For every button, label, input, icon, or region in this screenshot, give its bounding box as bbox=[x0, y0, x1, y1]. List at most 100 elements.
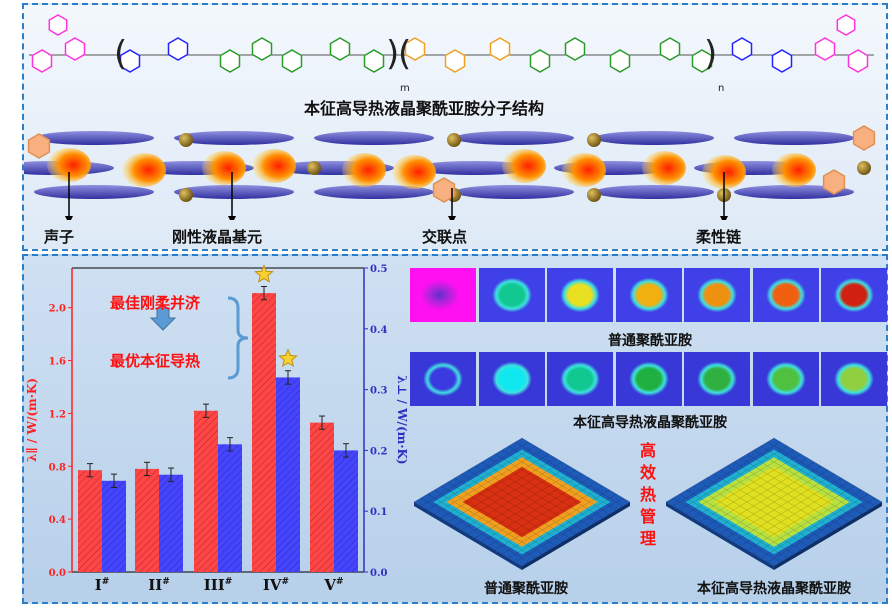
row2-caption: 本征高导热液晶聚酰亚胺 bbox=[573, 415, 727, 431]
mesh-gridline bbox=[740, 457, 849, 523]
crosslink-hexagon bbox=[27, 133, 51, 159]
mesh-gridline bbox=[746, 453, 856, 519]
mesh-edge bbox=[414, 502, 522, 570]
right-tick-label: 0.4 bbox=[370, 325, 387, 336]
left-tick-label: 0.4 bbox=[49, 515, 66, 526]
mesh-gridline bbox=[699, 457, 808, 523]
benzene-ring-icon bbox=[363, 49, 385, 73]
thermal-images-row-standard bbox=[410, 268, 890, 324]
mesh-gridline bbox=[488, 481, 597, 547]
crosslink-hexagon bbox=[852, 125, 876, 151]
benzene-ring-icon bbox=[329, 37, 351, 61]
phonon-fireball bbox=[642, 151, 686, 185]
bar-hatch bbox=[276, 377, 300, 572]
mesh-gridline bbox=[481, 477, 590, 543]
label-crosslink: 交联点 bbox=[422, 228, 468, 246]
rigid-mesogen bbox=[734, 131, 854, 145]
thermal-image bbox=[821, 352, 887, 406]
bar-hatch bbox=[135, 468, 159, 572]
mesh-gridline bbox=[447, 481, 556, 547]
thermal-image bbox=[684, 268, 750, 322]
annotation-line1: 最佳刚柔并济 bbox=[110, 294, 201, 312]
benzene-ring-icon bbox=[404, 37, 426, 61]
repeat-bracket: ( bbox=[114, 34, 127, 74]
crosslink-point bbox=[179, 188, 193, 202]
mesh-gridline bbox=[672, 441, 781, 507]
right-sim-caption: 本征高导热液晶聚酰亚胺 bbox=[697, 581, 851, 597]
phonon-fireball bbox=[252, 149, 296, 183]
right-tick-label: 0.1 bbox=[370, 507, 387, 518]
crosslink-point bbox=[587, 133, 601, 147]
mesh-gridline bbox=[726, 465, 835, 531]
mesh-gridline bbox=[427, 445, 536, 511]
mesh-gridline bbox=[706, 461, 815, 527]
mesh-gridline bbox=[767, 441, 876, 507]
mesh-gridline bbox=[454, 477, 563, 543]
mesh-gridline bbox=[773, 437, 883, 503]
phonon-fireball bbox=[122, 153, 166, 187]
mesh-gridline bbox=[440, 485, 550, 551]
mesh-gridline bbox=[474, 465, 583, 531]
phonon-fireball bbox=[502, 149, 546, 183]
thermal-image bbox=[547, 352, 613, 406]
mesh-gridline bbox=[494, 453, 604, 519]
left-tick-label: 0.0 bbox=[49, 568, 66, 579]
right-tick-label: 0.0 bbox=[370, 568, 387, 579]
crosslink-hexagon bbox=[432, 177, 456, 203]
rigid-mesogen bbox=[174, 131, 294, 145]
bar-hatch bbox=[194, 410, 218, 572]
mesh-gridline bbox=[521, 437, 631, 503]
right-tick-label: 0.3 bbox=[370, 386, 387, 397]
mesh-gridline bbox=[508, 445, 617, 511]
benzene-ring-icon bbox=[609, 49, 631, 73]
mesh-gridline bbox=[501, 489, 610, 555]
left-tick-label: 1.6 bbox=[49, 357, 66, 368]
phonon-fireball bbox=[562, 153, 606, 187]
mesh-gridline bbox=[753, 449, 862, 515]
mesh-gridline bbox=[746, 485, 856, 551]
bar-hatch bbox=[334, 450, 358, 572]
rigid-mesogen bbox=[314, 185, 434, 199]
rigid-mesogen bbox=[174, 185, 294, 199]
phenyl-ring-icon bbox=[48, 14, 68, 36]
mesh-gridline bbox=[733, 461, 842, 527]
mesh-gridline bbox=[515, 441, 624, 507]
rigid-mesogen bbox=[454, 185, 574, 199]
thermal-image bbox=[410, 352, 476, 406]
mesh-edge bbox=[522, 502, 630, 570]
down-arrow-icon bbox=[149, 307, 177, 331]
row1-caption: 普通聚酰亚胺 bbox=[608, 333, 692, 349]
benzene-ring-icon bbox=[731, 37, 753, 61]
label-phonon: 声子 bbox=[44, 228, 75, 246]
arrowhead-icon bbox=[228, 216, 236, 220]
star-icon bbox=[278, 348, 298, 368]
bar-hatch bbox=[310, 422, 334, 572]
mesh-gridline bbox=[713, 473, 822, 539]
annotation-line2: 最优本征导热 bbox=[110, 352, 201, 370]
mesh-gridline bbox=[515, 497, 624, 563]
mesh-gridline bbox=[767, 497, 876, 563]
left-axis-label: λ∥ / W/(m·K) bbox=[25, 378, 39, 462]
crosslink-point bbox=[447, 133, 461, 147]
molecular-structure: ()()m n bbox=[29, 14, 874, 94]
thermal-simulation-standard bbox=[413, 437, 631, 570]
mesh-edge bbox=[666, 502, 774, 570]
thermal-conductivity-chart: 0.0 0.4 0.8 1.2 1.6 2.0 0.0 0.1 0.2 0.3 0.4 0.5 λ∥ /… bbox=[25, 264, 409, 594]
thermal-image bbox=[478, 268, 545, 322]
mesh-gridline bbox=[699, 481, 808, 547]
thermal-image bbox=[684, 352, 750, 406]
category-label: II# bbox=[148, 576, 170, 594]
benzene-ring-icon bbox=[659, 37, 681, 61]
phonon-fireball bbox=[47, 148, 91, 182]
mesh-gridline bbox=[706, 477, 815, 543]
left-tick-label: 2.0 bbox=[49, 304, 66, 315]
mesh-gridline bbox=[760, 445, 869, 511]
arrowhead-icon bbox=[65, 216, 73, 220]
mesh-gridline bbox=[494, 485, 604, 551]
thermal-image bbox=[410, 268, 476, 322]
mesh-gridline bbox=[434, 449, 543, 515]
mesh-gridline bbox=[713, 465, 822, 531]
star-icon bbox=[254, 264, 274, 283]
mesh-gridline bbox=[420, 497, 529, 563]
arrowhead-icon bbox=[720, 216, 728, 220]
